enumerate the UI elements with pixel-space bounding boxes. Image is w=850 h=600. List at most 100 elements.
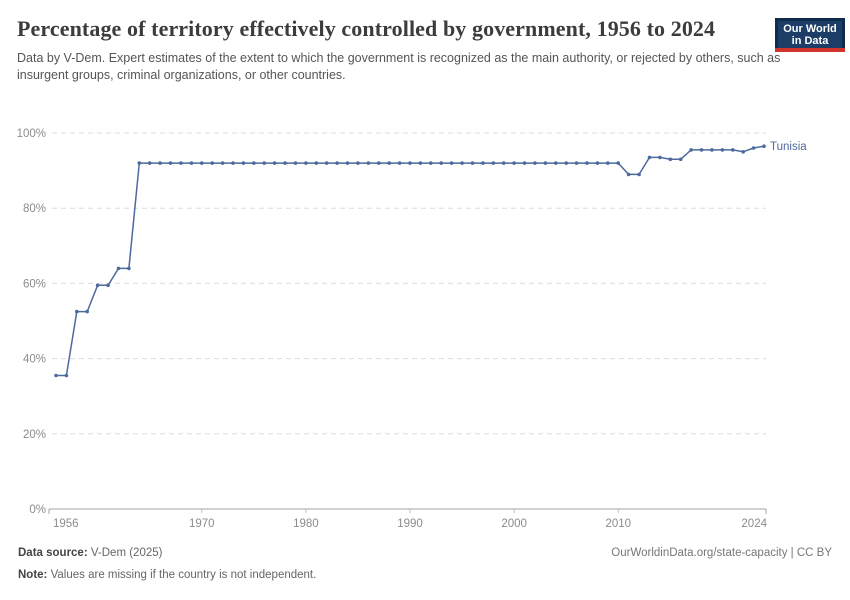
data-point[interactable] <box>116 266 121 271</box>
data-point[interactable] <box>637 172 641 177</box>
data-point[interactable] <box>647 155 652 160</box>
data-point[interactable] <box>501 161 506 165</box>
data-point[interactable] <box>189 161 194 165</box>
data-point[interactable] <box>543 161 548 165</box>
data-point[interactable] <box>54 373 58 378</box>
data-point[interactable] <box>147 161 152 165</box>
data-point[interactable] <box>200 161 204 165</box>
note-label: Note: <box>18 569 48 581</box>
data-source-line: Data source: V-Dem (2025) <box>18 547 316 559</box>
data-point[interactable] <box>731 148 735 152</box>
data-point[interactable] <box>283 161 287 165</box>
data-point[interactable] <box>220 161 225 165</box>
data-point[interactable] <box>720 148 725 152</box>
data-point[interactable] <box>574 161 579 165</box>
footer-left: Data source: V-Dem (2025) Note: Values a… <box>18 547 316 581</box>
data-point[interactable] <box>241 161 246 165</box>
data-point[interactable] <box>689 148 693 152</box>
data-point[interactable] <box>533 161 537 165</box>
data-point[interactable] <box>168 161 173 165</box>
owid-logo-redbar <box>775 48 845 52</box>
data-point[interactable] <box>751 146 756 150</box>
data-point[interactable] <box>595 161 600 165</box>
y-tick-label-80: 80% <box>23 203 46 215</box>
data-point[interactable] <box>397 161 402 165</box>
note-value: Values are missing if the country is not… <box>50 569 317 581</box>
data-point[interactable] <box>408 161 412 165</box>
note-line: Note: Values are missing if the country … <box>18 569 316 581</box>
y-tick-label-40: 40% <box>23 354 46 366</box>
data-point[interactable] <box>231 161 235 165</box>
data-point[interactable] <box>668 157 673 162</box>
data-point[interactable] <box>272 161 277 165</box>
data-point[interactable] <box>512 161 516 165</box>
data-point[interactable] <box>439 161 444 165</box>
data-point[interactable] <box>252 161 256 165</box>
data-point[interactable] <box>64 373 69 378</box>
data-point[interactable] <box>85 309 89 314</box>
data-point[interactable] <box>262 161 267 165</box>
data-point[interactable] <box>678 157 683 162</box>
chart-subtitle: Data by V-Dem. Expert estimates of the e… <box>17 51 781 82</box>
data-point[interactable] <box>429 161 433 165</box>
data-point[interactable] <box>616 161 620 165</box>
data-point[interactable] <box>75 309 79 314</box>
chart-area: 0% 20% 40% 60% 80% 100% 1956 1970 1980 1990 2000 20… <box>0 117 850 542</box>
data-point[interactable] <box>418 161 423 165</box>
data-point[interactable] <box>522 161 527 165</box>
data-point[interactable] <box>293 161 298 165</box>
y-tick-label-0: 0% <box>29 504 46 516</box>
y-tick-label-100: 100% <box>17 128 46 140</box>
data-point[interactable] <box>554 161 558 165</box>
data-point[interactable] <box>699 148 704 152</box>
data-point[interactable] <box>356 161 360 165</box>
data-point[interactable] <box>137 161 142 165</box>
data-point[interactable] <box>710 148 714 152</box>
series-line-tunisia[interactable] <box>55 145 765 377</box>
owid-logo: Our World in Data <box>775 18 845 52</box>
data-point[interactable] <box>324 161 329 165</box>
x-tick-label-2000: 2000 <box>501 518 527 530</box>
data-point[interactable] <box>585 161 589 165</box>
data-point[interactable] <box>626 172 631 177</box>
data-point[interactable] <box>377 161 381 165</box>
owid-logo-text: Our World in Data <box>778 21 842 48</box>
data-point[interactable] <box>564 161 568 165</box>
data-point[interactable] <box>762 144 766 148</box>
series-label-tunisia[interactable]: Tunisia <box>770 141 807 153</box>
data-source-label: Data source: <box>18 547 88 559</box>
header: Percentage of territory effectively cont… <box>0 0 850 84</box>
data-point[interactable] <box>366 161 371 165</box>
chart-title: Percentage of territory effectively cont… <box>17 16 716 41</box>
data-point[interactable] <box>658 155 662 160</box>
data-point[interactable] <box>470 161 475 165</box>
data-point[interactable] <box>345 161 350 165</box>
data-point[interactable] <box>460 161 464 165</box>
owid-logo-line2: in Data <box>791 34 829 47</box>
data-point[interactable] <box>106 283 110 288</box>
data-point[interactable] <box>95 283 100 288</box>
data-point[interactable] <box>158 161 162 165</box>
data-point[interactable] <box>606 161 610 165</box>
data-point[interactable] <box>210 161 214 165</box>
data-point[interactable] <box>304 161 308 165</box>
footer-link[interactable]: OurWorldinData.org/state-capacity | CC B… <box>611 547 832 559</box>
data-point[interactable] <box>741 150 745 154</box>
x-tick-label-1980: 1980 <box>293 518 319 530</box>
data-point[interactable] <box>335 161 339 165</box>
data-source-value: V-Dem (2025) <box>90 547 163 559</box>
owid-logo-line1: Our World <box>783 22 837 35</box>
data-point[interactable] <box>314 161 319 165</box>
x-tick-label-2010: 2010 <box>605 518 631 530</box>
data-point[interactable] <box>387 161 392 165</box>
x-tick-label-2024: 2024 <box>741 518 767 530</box>
data-point[interactable] <box>127 266 131 271</box>
x-tick-label-1970: 1970 <box>189 518 215 530</box>
x-tick-label-1956: 1956 <box>53 518 79 530</box>
data-point[interactable] <box>481 161 485 165</box>
line-chart: 0% 20% 40% 60% 80% 100% 1956 1970 1980 1990 2000 20… <box>17 128 808 530</box>
data-point[interactable] <box>449 161 454 165</box>
data-point[interactable] <box>179 161 183 165</box>
data-point[interactable] <box>491 161 496 165</box>
